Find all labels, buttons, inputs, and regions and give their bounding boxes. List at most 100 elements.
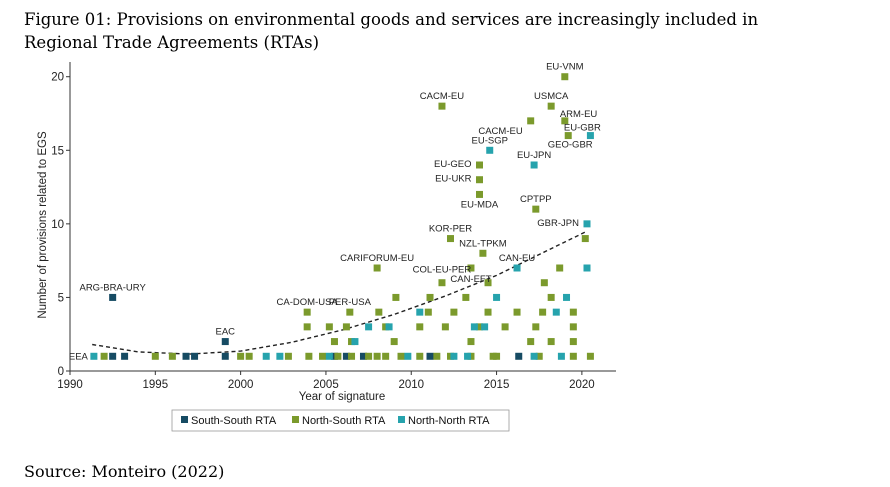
data-point [547, 293, 555, 301]
legend-label: South-South RTA [191, 415, 277, 427]
point-label: EU-JPN [517, 150, 551, 161]
x-axis-label: Year of signature [299, 391, 386, 403]
point-label: ARG-BRA-URY [79, 282, 146, 293]
x-tick-label: 2005 [313, 379, 339, 391]
data-point [493, 293, 501, 301]
point-label: EU-MDA [461, 199, 499, 210]
data-point [151, 352, 159, 360]
data-point [467, 338, 475, 346]
data-point [464, 352, 472, 360]
x-tick-label: 2015 [484, 379, 510, 391]
data-point [191, 352, 199, 360]
point-label: CAN-EU [499, 253, 536, 264]
data-point [342, 323, 350, 331]
data-point [530, 352, 538, 360]
data-point [351, 338, 359, 346]
y-tick-label: 10 [51, 219, 64, 231]
data-point [552, 308, 560, 316]
data-point [557, 352, 565, 360]
x-tick-label: 2000 [228, 379, 254, 391]
data-point [284, 352, 292, 360]
chart-axes: 1990 1995 2000 2005 2010 2015 2020 0 5 10 15 20 [51, 62, 616, 391]
figure-title: Figure 01: Provisions on environmental g… [24, 10, 759, 52]
data-point [535, 352, 543, 360]
data-point [583, 220, 591, 228]
data-point [481, 323, 489, 331]
data-point [334, 352, 342, 360]
data-point [359, 352, 367, 360]
data-point [433, 352, 441, 360]
data-point [262, 352, 270, 360]
data-point [416, 308, 424, 316]
point-label: ARM-EU [560, 109, 598, 120]
data-point [221, 338, 229, 346]
data-point [438, 279, 446, 287]
data-point [556, 264, 564, 272]
data-point [462, 293, 470, 301]
trend-line [92, 230, 588, 355]
data-point [348, 352, 356, 360]
data-point [539, 308, 547, 316]
data-point [479, 249, 487, 257]
data-point [245, 352, 253, 360]
data-point [484, 279, 492, 287]
point-label: KOR-PER [429, 224, 472, 235]
data-point [182, 352, 190, 360]
point-label: CARIFORUM-EU [340, 253, 414, 264]
data-point [450, 352, 458, 360]
point-label: EU-UKR [435, 174, 472, 185]
data-point [346, 308, 354, 316]
data-point [484, 308, 492, 316]
data-point [121, 352, 129, 360]
x-tick-label: 2010 [398, 379, 424, 391]
data-point [532, 205, 540, 213]
legend-swatch [398, 416, 405, 423]
data-point [109, 352, 117, 360]
legend-label: North-North RTA [408, 415, 490, 427]
data-point [390, 338, 398, 346]
point-label: CACM-EU [478, 126, 522, 137]
point-label: EAC [215, 327, 235, 338]
data-point [547, 338, 555, 346]
data-point [325, 323, 333, 331]
x-tick-label: 2020 [569, 379, 595, 391]
data-point [569, 338, 577, 346]
data-point [168, 352, 176, 360]
data-point [467, 264, 475, 272]
y-tick-label: 15 [51, 145, 64, 157]
data-point [476, 176, 483, 184]
data-point [527, 117, 535, 125]
data-point [513, 264, 521, 272]
data-point [530, 161, 538, 169]
data-point [365, 352, 373, 360]
data-point [109, 293, 117, 301]
data-point [561, 117, 569, 125]
data-point [532, 323, 540, 331]
point-label: EU-GBR [564, 123, 601, 134]
data-point [569, 352, 577, 360]
data-point [527, 338, 535, 346]
point-label: EEA [69, 351, 89, 362]
legend-box [171, 409, 510, 432]
point-label: NZL-TPKM [459, 238, 507, 249]
legend-swatch [181, 416, 188, 423]
data-point [404, 352, 412, 360]
data-point [569, 323, 577, 331]
point-label: CAN-EFT [450, 274, 491, 285]
data-point [237, 352, 245, 360]
data-point [586, 352, 594, 360]
data-point [303, 308, 311, 316]
point-label: EU-GEO [434, 159, 471, 170]
x-tick-label: 1995 [143, 379, 169, 391]
data-point [446, 235, 454, 243]
data-point [486, 146, 494, 154]
y-tick-label: 5 [58, 292, 64, 304]
data-point [438, 102, 446, 110]
y-tick-label: 0 [58, 366, 64, 378]
x-tick-label: 1990 [57, 379, 83, 391]
data-point [416, 323, 424, 331]
point-label: COL-EU-PER [413, 265, 472, 276]
data-point [583, 264, 591, 272]
data-point [561, 73, 569, 81]
